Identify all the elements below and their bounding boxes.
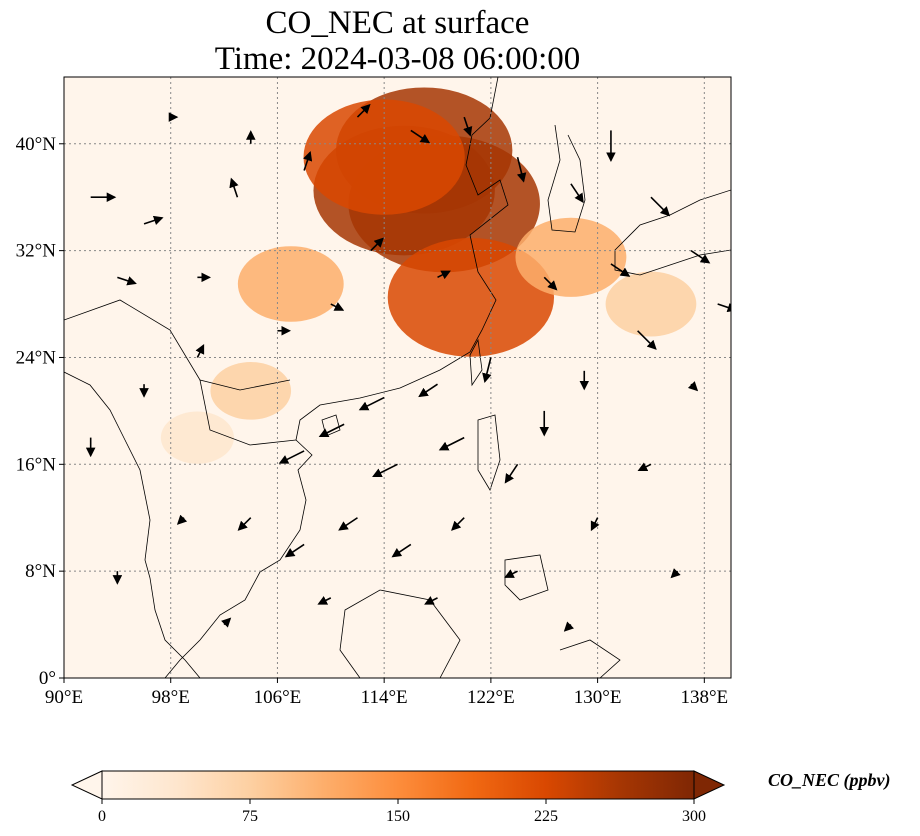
lat-tick-label: 8°N bbox=[25, 561, 56, 582]
wind-arrow bbox=[570, 183, 584, 204]
wind-arrow bbox=[670, 568, 681, 579]
border-2 bbox=[199, 379, 297, 446]
wind-arrow bbox=[687, 381, 699, 392]
wind-arrow bbox=[370, 237, 384, 252]
wind-arrow bbox=[590, 517, 600, 532]
wind-arrow bbox=[391, 543, 412, 558]
lat-tick-label: 40°N bbox=[16, 134, 57, 155]
wind-arrow bbox=[330, 302, 345, 311]
wind-arrow bbox=[438, 436, 465, 451]
map-subtitle-time: Time: 2024-03-08 06:00:00 bbox=[214, 41, 581, 77]
coastlines bbox=[64, 77, 731, 678]
colorbar-tick-label: 0 bbox=[98, 808, 106, 825]
lat-tick-label: 24°N bbox=[16, 347, 57, 368]
wind-arrow bbox=[610, 263, 631, 277]
wind-arrow bbox=[372, 463, 398, 478]
wind-arrow bbox=[543, 276, 558, 291]
wind-arrow bbox=[221, 617, 232, 628]
concentration-plume-2 bbox=[387, 237, 555, 357]
wind-arrow bbox=[410, 129, 431, 144]
concentration-layer bbox=[160, 87, 697, 464]
concentration-plume-7 bbox=[210, 362, 292, 420]
wind-vector-layer bbox=[85, 103, 731, 632]
wind-arrow bbox=[637, 330, 657, 350]
wind-arrow bbox=[424, 595, 438, 605]
colorbar-lower-extend bbox=[70, 770, 103, 800]
wind-arrow bbox=[463, 116, 473, 137]
coastline-mindanao bbox=[504, 554, 549, 601]
wind-arrow bbox=[504, 569, 518, 578]
wind-arrow bbox=[690, 249, 711, 264]
latitude-ticks: 0° 8°N 16°N 24°N 32°N 40°N bbox=[16, 134, 64, 689]
map-title: CO_NEC at surface bbox=[265, 5, 530, 41]
colorbar-title: CO_NEC (ppbv) bbox=[768, 770, 891, 790]
wind-arrow bbox=[195, 344, 205, 358]
colorbar-tick-label: 225 bbox=[534, 808, 558, 825]
colorbar-upper-extend bbox=[693, 770, 726, 800]
coastline-japan bbox=[614, 189, 731, 276]
wind-arrow bbox=[516, 156, 527, 183]
wind-arrow bbox=[303, 150, 313, 171]
wind-arrow bbox=[356, 103, 371, 118]
wind-arrow bbox=[284, 543, 305, 558]
lon-tick-label: 114°E bbox=[361, 687, 408, 708]
colorbar: 0 75 150 225 300 bbox=[70, 770, 726, 825]
wind-arrow bbox=[318, 423, 345, 437]
wind-arrow bbox=[482, 357, 492, 384]
map-frame bbox=[63, 76, 732, 679]
wind-arrow bbox=[117, 276, 137, 286]
lon-tick-label: 106°E bbox=[254, 687, 302, 708]
wind-arrow bbox=[650, 196, 671, 217]
lon-tick-label: 90°E bbox=[45, 687, 83, 708]
concentration-plume-6 bbox=[237, 246, 344, 322]
wind-arrow bbox=[176, 514, 188, 525]
lon-tick-label: 122°E bbox=[467, 687, 515, 708]
coastline-korea bbox=[547, 124, 586, 233]
wind-arrow bbox=[563, 621, 574, 632]
coastline-new-guinea bbox=[559, 639, 621, 678]
coastline-malay bbox=[149, 577, 201, 678]
coastline-taiwan bbox=[469, 338, 483, 387]
lat-tick-label: 0° bbox=[39, 668, 56, 689]
coastline-china-east bbox=[259, 77, 509, 573]
lon-tick-label: 98°E bbox=[152, 687, 190, 708]
border-1 bbox=[64, 299, 291, 391]
coastline-borneo bbox=[339, 589, 461, 678]
concentration-plume-8 bbox=[160, 411, 234, 464]
coastline-luzon bbox=[477, 414, 501, 491]
coastline-bay-of-bengal bbox=[64, 371, 151, 579]
colorbar-tick-label: 75 bbox=[242, 808, 258, 825]
lat-tick-label: 16°N bbox=[16, 454, 57, 475]
wind-arrow bbox=[317, 595, 332, 605]
colorbar-tick-label: 300 bbox=[682, 808, 706, 825]
wind-arrow bbox=[451, 517, 465, 531]
graticule bbox=[64, 77, 731, 678]
concentration-plume-5 bbox=[515, 217, 627, 297]
coastline-indochina bbox=[164, 571, 261, 678]
colorbar-body bbox=[101, 770, 695, 800]
longitude-ticks: 90°E 98°E 106°E 114°E 122°E 130°E 138°E bbox=[45, 678, 728, 708]
wind-arrow bbox=[504, 463, 519, 484]
wind-arrow bbox=[717, 302, 731, 313]
colorbar-tick-label: 150 bbox=[386, 808, 410, 825]
colorbar-ticks: 0 75 150 225 300 bbox=[98, 799, 706, 825]
wind-arrow bbox=[418, 383, 438, 398]
lat-tick-label: 32°N bbox=[16, 241, 57, 262]
lon-tick-label: 130°E bbox=[574, 687, 622, 708]
wind-arrow bbox=[637, 462, 652, 472]
wind-arrow bbox=[229, 177, 239, 198]
wind-arrow bbox=[278, 450, 305, 464]
wind-arrow bbox=[237, 517, 252, 531]
wind-arrow bbox=[358, 396, 385, 411]
concentration-plume-9 bbox=[605, 271, 697, 337]
wind-arrow bbox=[437, 270, 451, 280]
wind-arrow bbox=[143, 215, 164, 225]
wind-arrow bbox=[338, 517, 358, 531]
lon-tick-label: 138°E bbox=[680, 687, 728, 708]
